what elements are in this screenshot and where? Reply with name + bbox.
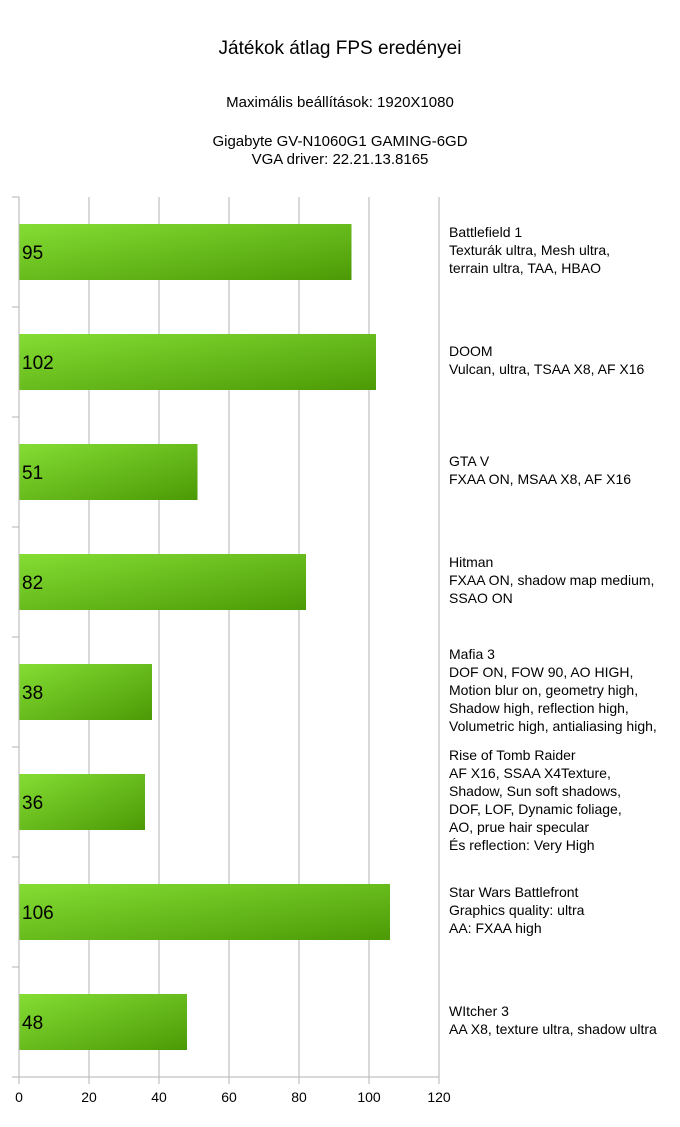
category-label-line: Hitman [449,554,494,570]
x-tick-label: 120 [427,1089,451,1105]
x-tick-label: 60 [221,1089,237,1105]
category-label-line: AA: FXAA high [449,920,542,936]
bar [19,554,306,610]
category-label-line: Mafia 3 [449,646,495,662]
category-label-line: AO, prue hair specular [449,819,590,835]
x-tick-label: 40 [151,1089,167,1105]
category-label: Star Wars Battlefront Graphics quality: u… [449,883,584,937]
category-label: Rise of Tomb Raider AF X16, SSAA X4Textur… [449,746,622,854]
category-label-line: Shadow high, reflection high, [449,700,629,716]
data-label: 38 [22,683,43,704]
data-label: 36 [22,793,43,814]
category-label-line: DOF ON, FOW 90, AO HIGH, [449,664,634,680]
category-label: Hitman FXAA ON, shadow map medium, SSAO ON [449,553,654,607]
data-label: 48 [22,1013,43,1034]
category-label: Mafia 3 DOF ON, FOW 90, AO HIGH, Motion bl… [449,645,657,735]
category-label-line: WItcher 3 [449,1003,509,1019]
bar [19,664,152,720]
bars: 95 102 51 82 38 36 106 48 [19,224,390,1050]
category-label-line: terrain ultra, TAA, HBAO [449,260,601,276]
category-label: Battlefield 1 Texturák ultra, Mesh ultra,… [449,223,610,277]
category-label-line: FXAA ON, MSAA X8, AF X16 [449,471,632,487]
axes: 0 20 40 60 80 100 120 [12,196,451,1105]
data-label: 51 [22,463,43,484]
category-label-line: Texturák ultra, Mesh ultra, [449,242,611,258]
bar [19,884,390,940]
bar [19,774,145,830]
bar [19,444,198,500]
category-label: GTA V FXAA ON, MSAA X8, AF X16 [449,452,631,488]
x-tick-label: 100 [357,1089,381,1105]
data-label: 95 [22,243,43,264]
bar [19,224,352,280]
x-tick-label: 80 [291,1089,307,1105]
x-tick-label: 20 [81,1089,97,1105]
category-label-line: AA X8, texture ultra, shadow ultra [449,1021,657,1037]
category-label-line: Star Wars Battlefront [449,884,579,900]
chart-subtitle-gpu: Gigabyte GV-N1060G1 GAMING-6GD [212,133,468,150]
category-label-line: SSAO ON [449,590,513,606]
data-label: 82 [22,573,43,594]
category-label-line: És reflection: Very High [449,837,595,853]
category-label-line: Graphics quality: ultra [449,902,585,918]
chart-subtitle-settings: Maximális beállítások: 1920X1080 [226,94,454,111]
category-label-line: Shadow, Sun soft shadows, [449,783,621,799]
category-label-line: DOOM [449,343,493,359]
x-tick-label: 0 [15,1089,23,1105]
category-label-line: DOF, LOF, Dynamic foliage, [449,801,622,817]
category-label-line: Vulcan, ultra, TSAA X8, AF X16 [449,361,645,377]
data-label: 106 [22,903,54,924]
category-label-line: FXAA ON, shadow map medium, [449,572,655,588]
category-label-line: GTA V [449,453,490,469]
category-label-line: Battlefield 1 [449,224,523,240]
category-label: WItcher 3 AA X8, texture ultra, shadow ul… [449,1002,657,1038]
bar [19,334,376,390]
chart-subtitle-driver: VGA driver: 22.21.13.8165 [251,151,429,168]
data-label: 102 [22,353,54,374]
category-label-line: AF X16, SSAA X4Texture, [449,765,611,781]
category-label-line: Volumetric high, antialiasing high, [449,718,657,734]
category-label-line: Rise of Tomb Raider [449,747,576,763]
category-label: DOOM Vulcan, ultra, TSAA X8, AF X16 [449,342,644,378]
bar [19,994,187,1050]
grid-lines [88,197,440,1077]
category-label-line: Motion blur on, geometry high, [449,682,639,698]
chart-title: Játékok átlag FPS eredényei [218,38,462,59]
